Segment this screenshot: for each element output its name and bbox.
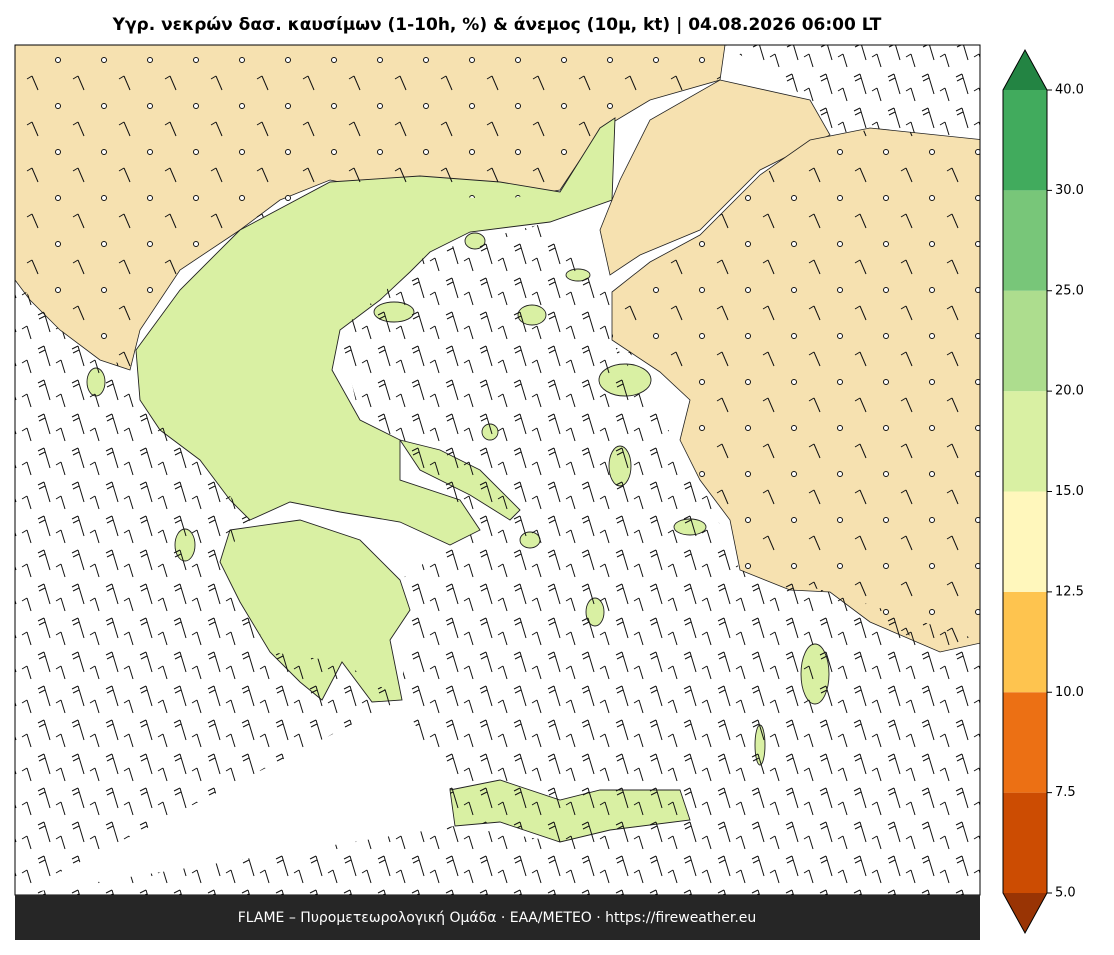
colorbar-extend-over — [1003, 50, 1047, 90]
station-overlay — [15, 45, 980, 652]
colorbar-segment — [1003, 391, 1047, 492]
colorbar-tick-label: 20.0 — [1055, 384, 1084, 399]
colorbar-tick-label: 7.5 — [1055, 785, 1076, 800]
colorbar-tick-label: 12.5 — [1055, 584, 1084, 599]
footer-bar — [15, 895, 980, 940]
colorbar-tick-label: 5.0 — [1055, 886, 1076, 901]
map-title: Υγρ. νεκρών δασ. καυσίμων (1-10h, %) & ά… — [112, 15, 882, 35]
colorbar-tick-label: 15.0 — [1055, 484, 1084, 499]
colorbar-segment — [1003, 290, 1047, 392]
thrace-land — [599, 79, 831, 276]
colorbar-segment — [1003, 792, 1047, 893]
colorbar-tick-label: 10.0 — [1055, 685, 1084, 700]
colorbar-tick-label: 30.0 — [1055, 183, 1084, 198]
colorbar-segment — [1003, 591, 1047, 693]
colorbar-segment — [1003, 190, 1047, 291]
colorbar-segment — [1003, 491, 1047, 592]
colorbar-tick-label: 25.0 — [1055, 283, 1084, 298]
colorbar-segment — [1003, 692, 1047, 793]
colorbar: 5.0 7.5 10.0 12.5 15.0 20.0 25.0 30.0 40.0 — [1002, 48, 1084, 935]
footer-credit: FLAME – Πυρομετεωρολογική Ομάδα · ΕΑΑ/ME… — [238, 910, 757, 926]
wind-barbs — [15, 45, 980, 895]
colorbar-segment — [1003, 90, 1047, 191]
colorbar-tick-label: 40.0 — [1055, 83, 1084, 98]
colorbar-extend-under — [1003, 893, 1047, 933]
map — [15, 45, 980, 895]
